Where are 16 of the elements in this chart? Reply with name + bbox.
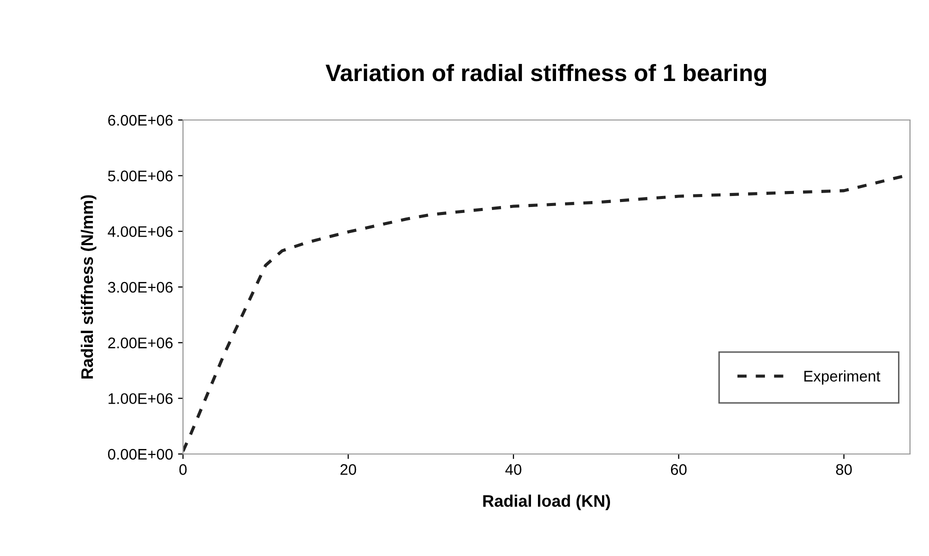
chart-title: Variation of radial stiffness of 1 bearing — [326, 64, 766, 86]
y-tick-label: 6.00E+06 — [108, 114, 173, 126]
x-tick-label: 0 — [179, 464, 187, 475]
x-tick-label: 60 — [670, 464, 687, 475]
y-tick-label: 1.00E+06 — [108, 393, 173, 404]
y-axis-title: Radial stiffness (N/mm) — [80, 195, 96, 378]
y-tick-label: 3.00E+06 — [108, 282, 173, 293]
y-tick-label: 0.00E+00 — [108, 448, 173, 460]
y-tick-label: 4.00E+06 — [108, 226, 173, 238]
y-tick-label: 5.00E+06 — [108, 170, 173, 182]
x-axis-title: Radial load (KN) — [483, 494, 610, 510]
x-tick-label: 80 — [836, 464, 852, 475]
x-tick-label: 20 — [340, 464, 356, 475]
x-tick-label: 40 — [505, 464, 522, 475]
y-tick-label: 2.00E+06 — [108, 338, 173, 348]
legend-label: Experiment — [804, 370, 880, 385]
